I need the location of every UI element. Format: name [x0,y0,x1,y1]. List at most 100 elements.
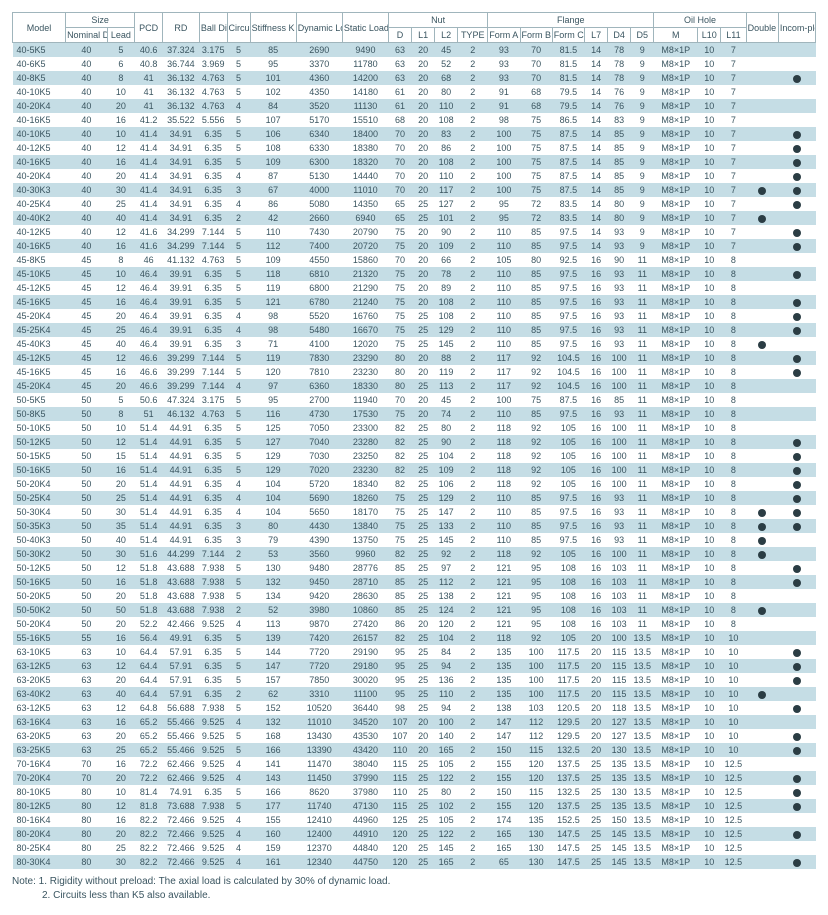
cell: 64.8 [135,701,163,715]
table-row: 50-16K5501651.843.6887.93851329450287108… [13,575,816,589]
cell: 10 [698,855,721,869]
cell: 20 [412,729,435,743]
cell: 25 [412,841,435,855]
cell: 20 [107,477,135,491]
cell: 53 [250,547,296,561]
cell [778,211,815,225]
cell: 10 [698,827,721,841]
cell: 50-10K5 [13,421,66,435]
cell: 129 [250,463,296,477]
cell: 2 [458,505,488,519]
cell: 75 [520,155,552,169]
cell: 82 [389,547,412,561]
cell: 9.525 [199,855,227,869]
cell: 9 [631,113,654,127]
cell: 97.5 [552,505,584,519]
cell: 26157 [342,631,388,645]
cell: 10 [698,169,721,183]
cell: 25 [585,799,608,813]
cell: 25 [107,323,135,337]
dot-icon [793,271,801,279]
cell [778,323,815,337]
cell: 2 [458,337,488,351]
cell: 25 [412,659,435,673]
cell: 45 [66,295,108,309]
cell: 18330 [342,379,388,393]
cell: 20 [412,351,435,365]
cell: 9480 [296,561,342,575]
cell: 10 [721,715,746,729]
cell: 10 [698,323,721,337]
cell [746,645,778,659]
cell: 41 [135,99,163,113]
cell: 20 [412,85,435,99]
cell: 45 [66,323,108,337]
cell: 6.35 [199,519,227,533]
cell: 105 [435,813,458,827]
cell: 6.35 [199,631,227,645]
cell: 44.91 [162,421,199,435]
cell: 100 [488,183,520,197]
cell: 98 [250,309,296,323]
cell: 7020 [296,463,342,477]
dot-icon [793,579,801,587]
cell: M8×1P [654,71,698,85]
cell [746,393,778,407]
cell: M8×1P [654,211,698,225]
cell: 25 [585,827,608,841]
cell: 85 [389,589,412,603]
cell: 16 [107,463,135,477]
cell: 6.35 [199,505,227,519]
h-rd: RD [162,13,199,43]
table-row: 50-12K5501251.843.6887.93851309480287768… [13,561,816,575]
cell: 10 [698,351,721,365]
cell [778,757,815,771]
cell: M8×1P [654,715,698,729]
table-row: 63-16K4631665.255.4669.52541321101034520… [13,715,816,729]
cell [746,785,778,799]
cell: 127 [608,715,631,729]
cell: 135 [608,757,631,771]
cell: 13.5 [631,743,654,757]
cell: M8×1P [654,281,698,295]
cell: 11470 [296,757,342,771]
cell: 80-10K5 [13,785,66,799]
cell: M8×1P [654,575,698,589]
cell: 85 [389,561,412,575]
cell: 46.4 [135,267,163,281]
cell: 2 [458,673,488,687]
cell: 75 [520,141,552,155]
cell: 83.5 [552,211,584,225]
cell: 7430 [296,225,342,239]
cell [746,337,778,351]
cell: 97.5 [552,281,584,295]
cell [746,183,778,197]
cell: 5480 [296,323,342,337]
h-dbl: Double starts [746,13,778,43]
cell: 7 [721,57,746,71]
cell: 6330 [296,141,342,155]
cell: 13.5 [631,673,654,687]
cell: 121 [488,603,520,617]
cell: 78 [608,57,631,71]
cell: 25 [585,757,608,771]
h-l1: L1 [412,28,435,43]
cell: 45 [66,337,108,351]
cell: 110 [389,785,412,799]
cell: 4000 [296,183,342,197]
cell: 11 [631,267,654,281]
cell: 71 [250,337,296,351]
cell: 107 [389,729,412,743]
cell: 36.132 [162,71,199,85]
cell: 45 [66,365,108,379]
cell: 9.525 [199,827,227,841]
cell: 25 [412,533,435,547]
cell: 40 [66,85,108,99]
cell: 10 [698,225,721,239]
cell: 100 [488,393,520,407]
cell [778,631,815,645]
cell [778,435,815,449]
cell [746,589,778,603]
cell: 10 [698,393,721,407]
cell: 75 [389,295,412,309]
